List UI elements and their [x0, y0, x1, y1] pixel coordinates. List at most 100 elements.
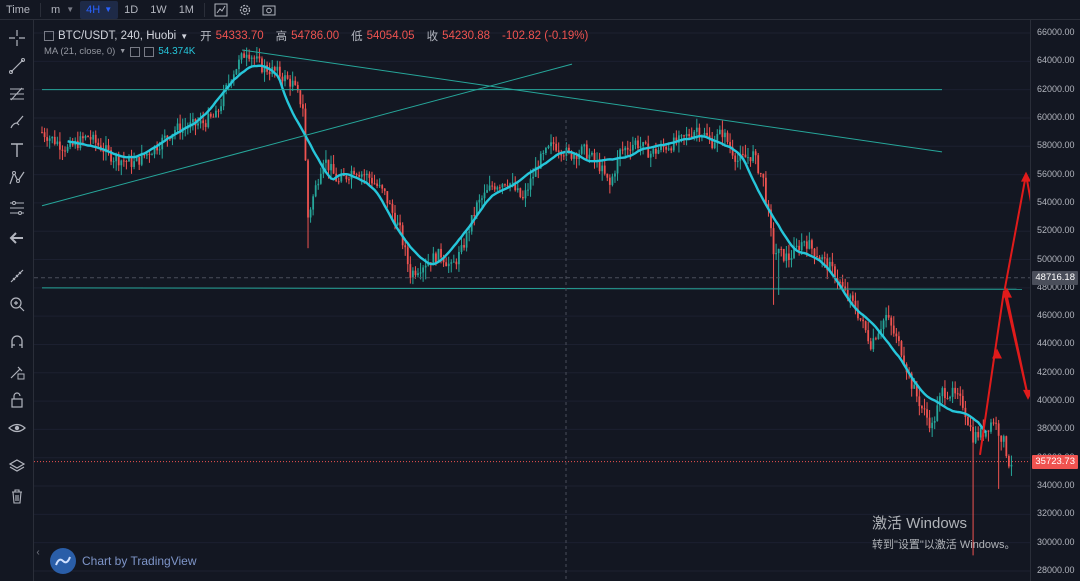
eye-icon[interactable]	[7, 418, 27, 438]
layers-icon[interactable]	[7, 456, 27, 476]
indicator-settings-icon[interactable]	[144, 46, 155, 57]
magnet-icon[interactable]	[7, 332, 27, 352]
candle-body	[411, 270, 414, 278]
arrow-head	[992, 348, 1002, 359]
candle-body	[465, 232, 468, 248]
candle-body	[739, 153, 742, 161]
candle-body	[332, 164, 335, 174]
indicators-icon[interactable]	[212, 1, 230, 19]
text-tool-icon[interactable]	[7, 140, 27, 160]
unlock-icon[interactable]	[7, 390, 27, 410]
interval-1m-button[interactable]: 1M	[178, 3, 194, 16]
candle-body	[923, 408, 926, 410]
brush-icon[interactable]	[7, 112, 27, 132]
candle-body	[967, 417, 969, 426]
chart-pane[interactable]	[34, 20, 1045, 581]
candle-body	[348, 179, 350, 181]
candle-body	[133, 161, 135, 167]
zoom-in-icon[interactable]	[7, 294, 27, 314]
collapse-legend-icon[interactable]	[44, 31, 54, 41]
candle-body	[112, 161, 115, 163]
candle-body	[816, 256, 818, 258]
candle-body	[391, 203, 394, 213]
candle-body	[399, 222, 402, 226]
candle-body	[568, 147, 570, 152]
candle-body	[483, 192, 486, 199]
ma-indicator-name[interactable]: MA (21, close, 0)	[44, 46, 116, 57]
pattern-icon[interactable]	[7, 168, 27, 188]
candle-body	[598, 160, 601, 172]
candle-body	[424, 265, 427, 268]
ruler-icon[interactable]	[7, 266, 27, 286]
arrow-left-icon[interactable]	[7, 228, 27, 248]
candle-body	[207, 113, 210, 127]
candle-body	[882, 320, 885, 330]
time-menu[interactable]: Time	[6, 3, 31, 16]
candle-body	[979, 428, 982, 438]
candle-body	[772, 228, 775, 255]
snapshot-camera-icon[interactable]	[260, 1, 278, 19]
trend-line-icon[interactable]	[7, 56, 27, 76]
candle-body	[463, 245, 465, 248]
lock-drawing-icon[interactable]	[7, 362, 27, 382]
candle-body	[89, 136, 92, 140]
candle-body	[281, 76, 284, 82]
candle-body	[803, 241, 806, 243]
prediction-icon[interactable]	[7, 198, 27, 218]
candle-body	[276, 66, 279, 71]
candle-body	[721, 129, 724, 138]
chevron-down-icon[interactable]: ▼	[119, 48, 127, 55]
candle-body	[365, 173, 368, 176]
candle-body	[138, 157, 141, 165]
candle-body	[243, 53, 245, 58]
interval-4h-button[interactable]: 4H ▼	[80, 0, 119, 19]
price-tick-label: 50000.00	[1037, 253, 1075, 264]
candle-body	[854, 300, 857, 310]
candle-body	[990, 422, 992, 432]
candle-body	[729, 142, 731, 148]
tradingview-branding[interactable]: Chart by TradingView	[50, 548, 197, 574]
hide-indicator-icon[interactable]	[130, 46, 141, 57]
price-scale[interactable]: 66000.00 64000.00 62000.00 60000.00 58000.00…	[1030, 20, 1080, 581]
interval-1d-button[interactable]: 1D	[124, 3, 139, 16]
candle-body	[583, 144, 586, 147]
open-label: 开	[200, 31, 212, 43]
symbol-name[interactable]: BTC/USDT, 240, Huobi	[58, 30, 177, 42]
toolbar-divider	[203, 2, 205, 17]
candle-body	[562, 155, 565, 157]
candle-body	[918, 396, 921, 407]
candle-body	[887, 315, 890, 318]
candle-body	[672, 137, 675, 151]
candle-body	[532, 176, 535, 179]
last-price-tag: 35723.73	[1032, 454, 1078, 469]
candle-body	[355, 174, 358, 176]
collapse-toolbar-icon[interactable]: ‹	[36, 546, 40, 558]
candle-body	[862, 319, 864, 322]
candle-body	[678, 135, 680, 143]
candle-body	[869, 341, 872, 350]
crosshair-icon[interactable]	[7, 28, 27, 48]
candle-body	[263, 65, 266, 73]
candlestick-chart[interactable]	[34, 20, 1045, 581]
candle-body	[452, 261, 455, 263]
minute-interval-dropdown[interactable]: m ▼	[45, 1, 80, 19]
candle-body	[166, 135, 169, 138]
candle-body	[220, 106, 222, 112]
candle-body	[647, 143, 650, 158]
interval-4h-label: 4H	[86, 3, 101, 16]
chevron-down-icon[interactable]: ▼	[180, 31, 189, 41]
candle-body	[775, 253, 778, 255]
fib-retracement-icon[interactable]	[7, 84, 27, 104]
trash-icon[interactable]	[7, 486, 27, 506]
settings-gear-icon[interactable]	[236, 1, 254, 19]
candle-body	[619, 149, 621, 158]
candle-body	[56, 141, 59, 144]
candle-body	[764, 177, 767, 204]
price-tick-label: 30000.00	[1037, 536, 1075, 547]
candle-body	[844, 286, 847, 291]
candle-body	[726, 132, 729, 143]
candle-body	[302, 104, 304, 109]
interval-1w-button[interactable]: 1W	[150, 3, 167, 16]
candle-body	[363, 174, 366, 176]
candle-body	[509, 183, 511, 186]
